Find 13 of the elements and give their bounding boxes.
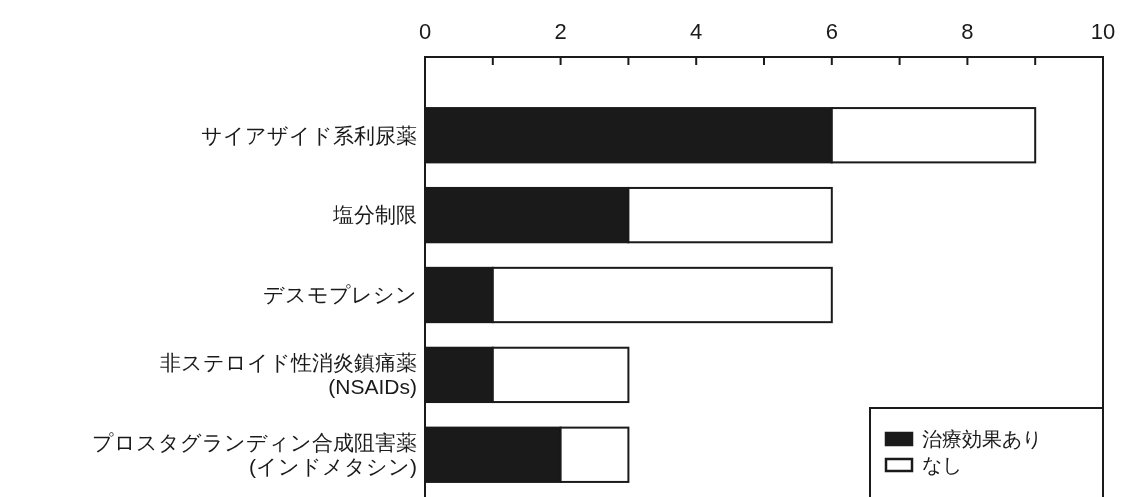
legend-label: 治療効果あり	[922, 428, 1042, 450]
x-tick-label: 0	[418, 19, 432, 44]
y-tick-label: サイアザイド系利尿薬	[201, 123, 417, 147]
x-tick-label: 10	[1090, 19, 1116, 44]
x-tick-label: 6	[825, 19, 838, 44]
y-tick-label: 非ステロイド性消炎鎮痛薬 (NSAIDs)	[160, 351, 417, 399]
x-tick-label: 8	[961, 19, 974, 44]
y-tick-label: 塩分制限	[332, 203, 417, 227]
x-tick-label: 2	[554, 19, 567, 44]
y-tick-label: プロスタグランディン合成阻害薬 (インドメタシン)	[92, 431, 417, 479]
legend-label: なし	[922, 454, 962, 476]
y-tick-label: デスモプレシン	[263, 283, 417, 307]
x-tick-label: 4	[690, 19, 703, 44]
